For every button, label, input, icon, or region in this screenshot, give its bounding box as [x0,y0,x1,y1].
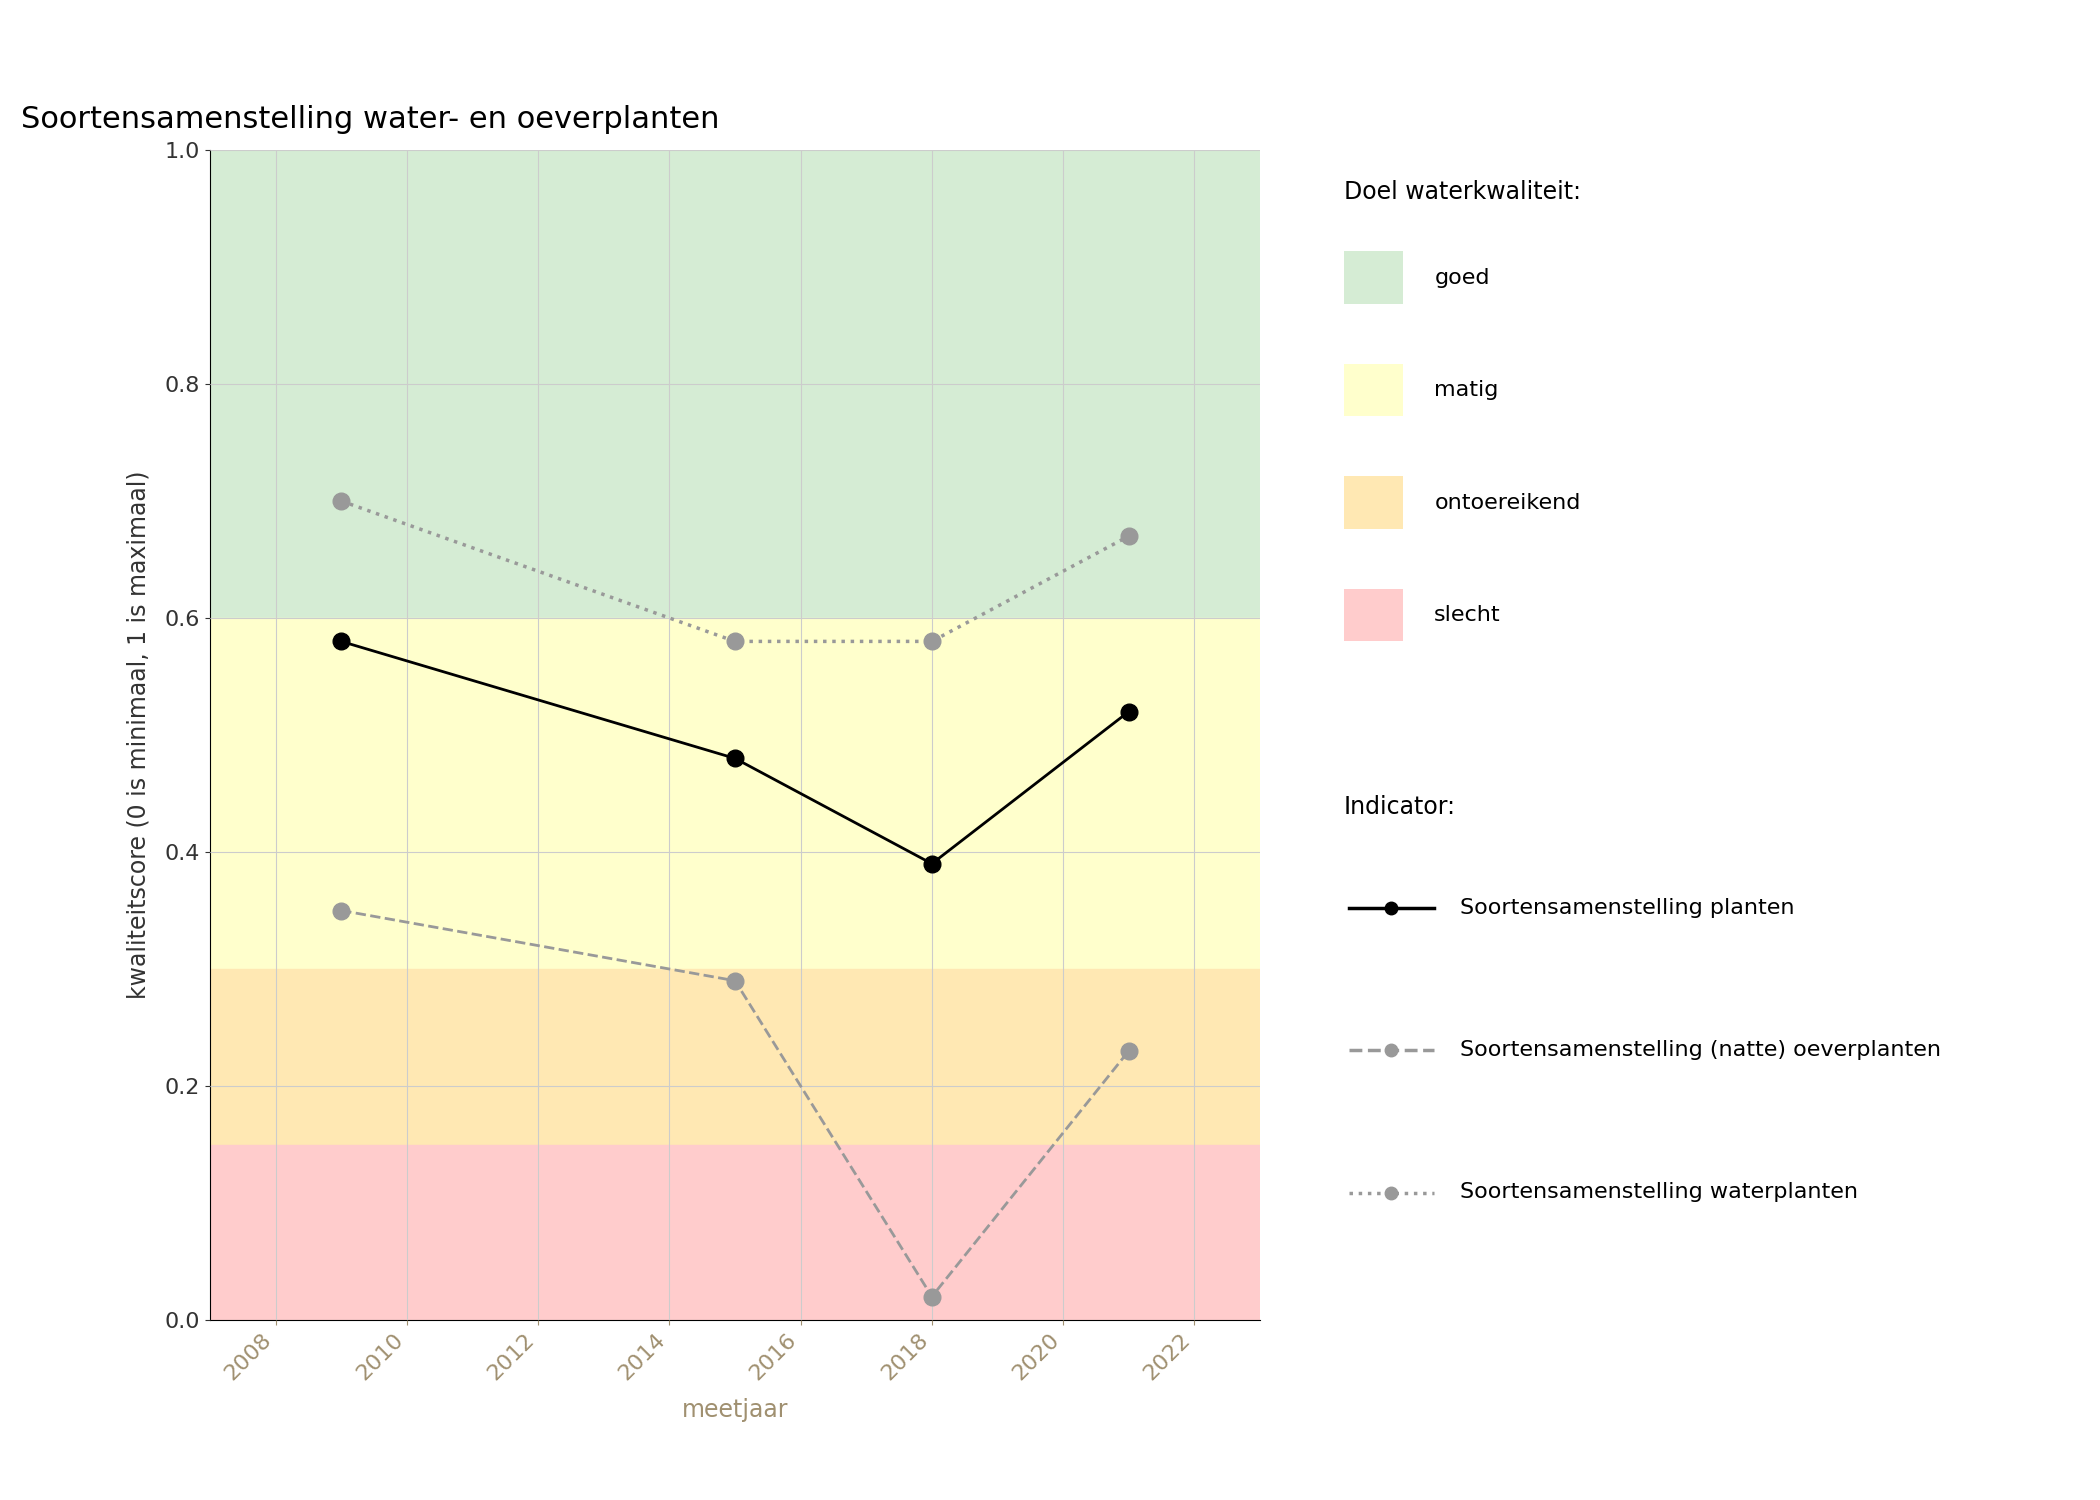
Bar [210,969,1260,1144]
Text: Indicator:: Indicator: [1344,795,1455,819]
Text: slecht: slecht [1434,604,1502,625]
Text: goed: goed [1434,267,1489,288]
Text: Soortensamenstelling water- en oeverplanten: Soortensamenstelling water- en oeverplan… [21,105,720,134]
Bar [210,150,1260,618]
Bar [210,618,1260,969]
Text: Soortensamenstelling (natte) oeverplanten: Soortensamenstelling (natte) oeverplante… [1460,1040,1940,1060]
Text: matig: matig [1434,380,1499,400]
Y-axis label: kwaliteitscore (0 is minimaal, 1 is maximaal): kwaliteitscore (0 is minimaal, 1 is maxi… [126,471,151,999]
Text: Soortensamenstelling waterplanten: Soortensamenstelling waterplanten [1460,1182,1858,1203]
Text: ontoereikend: ontoereikend [1434,492,1581,513]
Text: Doel waterkwaliteit:: Doel waterkwaliteit: [1344,180,1581,204]
Bar [210,1144,1260,1320]
X-axis label: meetjaar: meetjaar [682,1398,788,1422]
Text: Soortensamenstelling planten: Soortensamenstelling planten [1460,897,1793,918]
